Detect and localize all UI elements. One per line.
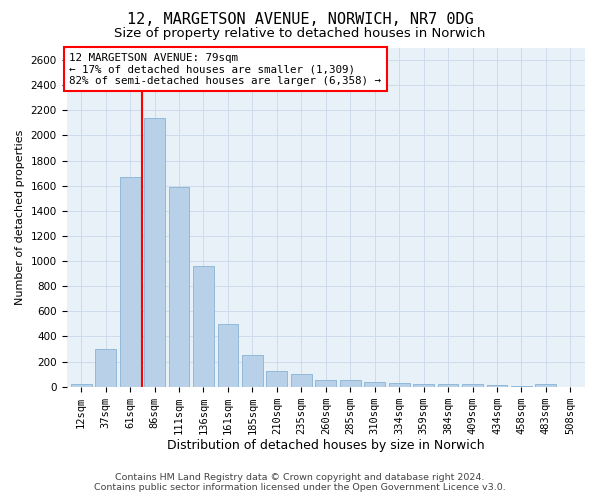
Bar	[169, 187, 190, 386]
Bar	[487, 385, 508, 386]
Bar	[364, 382, 385, 386]
Bar	[242, 356, 263, 386]
Bar	[413, 384, 434, 386]
Bar	[95, 349, 116, 387]
X-axis label: Distribution of detached houses by size in Norwich: Distribution of detached houses by size …	[167, 440, 485, 452]
Bar	[291, 374, 312, 386]
Bar	[316, 380, 336, 386]
Bar	[266, 371, 287, 386]
Text: 12 MARGETSON AVENUE: 79sqm
← 17% of detached houses are smaller (1,309)
82% of s: 12 MARGETSON AVENUE: 79sqm ← 17% of deta…	[69, 52, 381, 86]
Bar	[437, 384, 458, 386]
Bar	[340, 380, 361, 386]
Bar	[389, 383, 410, 386]
Bar	[218, 324, 238, 386]
Bar	[535, 384, 556, 386]
Text: Contains HM Land Registry data © Crown copyright and database right 2024.
Contai: Contains HM Land Registry data © Crown c…	[94, 473, 506, 492]
Bar	[462, 384, 483, 386]
Text: Size of property relative to detached houses in Norwich: Size of property relative to detached ho…	[115, 28, 485, 40]
Y-axis label: Number of detached properties: Number of detached properties	[15, 130, 25, 305]
Bar	[120, 177, 140, 386]
Text: 12, MARGETSON AVENUE, NORWICH, NR7 0DG: 12, MARGETSON AVENUE, NORWICH, NR7 0DG	[127, 12, 473, 28]
Bar	[193, 266, 214, 386]
Bar	[71, 384, 92, 386]
Bar	[144, 118, 165, 386]
